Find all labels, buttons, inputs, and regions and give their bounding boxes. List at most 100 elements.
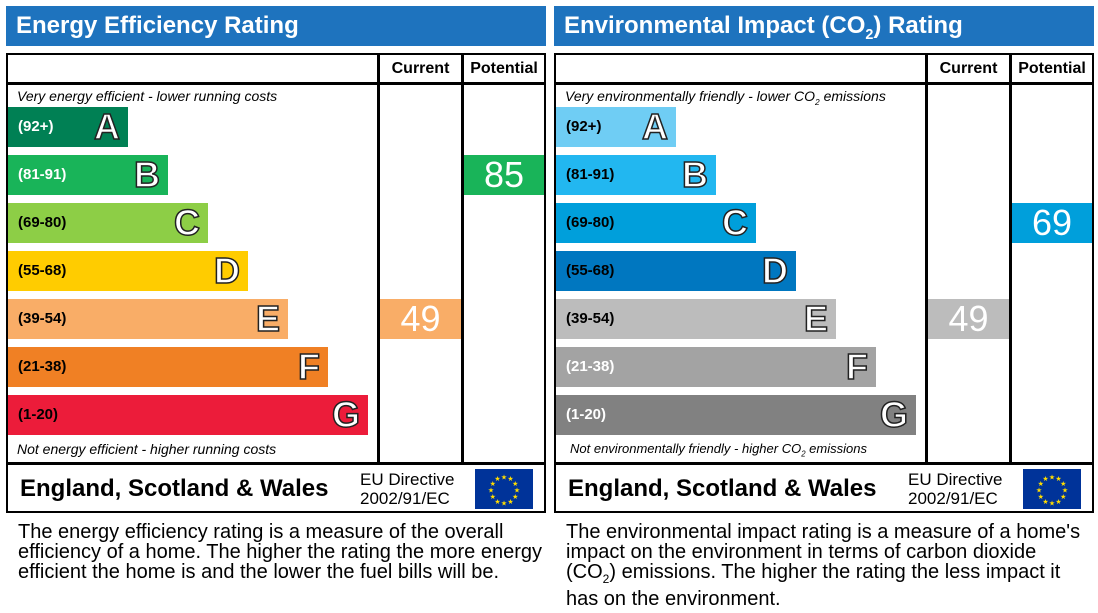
svg-text:★: ★ (1049, 474, 1055, 482)
band-g: (1-20) G (556, 393, 916, 436)
rating-table: Current Potential Very environmentally f… (554, 53, 1094, 513)
column-header-potential: Potential (1018, 60, 1086, 77)
band-b: (81-91) B (8, 153, 168, 196)
eu-flag-icon: ★ ★★★★★★★★★★★ (475, 469, 533, 509)
svg-text:★: ★ (1038, 480, 1044, 488)
band-letter: F (297, 345, 321, 388)
band-range: (92+) (18, 118, 54, 135)
top-note: Very environmentally friendly - lower CO… (565, 88, 886, 107)
band-letter: D (213, 249, 241, 292)
band-range: (1-20) (566, 406, 607, 423)
svg-text:★: ★ (1038, 493, 1044, 501)
potential-rating: 85 (464, 155, 544, 195)
band-letter: E (255, 297, 281, 340)
panel-title: Environmental Impact (CO2) Rating (554, 6, 1094, 46)
band-letter: B (133, 153, 161, 196)
divider (8, 82, 544, 85)
directive-line: 2002/91/EC (908, 489, 998, 508)
divider (461, 55, 464, 464)
environmental-impact-panel: Environmental Impact (CO2) Rating Curren… (554, 0, 1094, 613)
bottom-note: Not environmentally friendly - higher CO… (570, 441, 867, 459)
region-label: England, Scotland & Wales (568, 475, 877, 502)
divider (556, 462, 1092, 465)
eu-directive: EU Directive 2002/91/EC (360, 470, 454, 508)
directive-line: EU Directive (908, 470, 1003, 489)
band-a: (92+) A (556, 105, 676, 148)
band-f: (21-38) F (8, 345, 328, 388)
region-label: England, Scotland & Wales (20, 475, 329, 502)
svg-text:★: ★ (490, 493, 496, 501)
band-range: (69-80) (566, 214, 615, 231)
divider (377, 55, 380, 464)
band-range: (39-54) (566, 310, 615, 327)
band-g: (1-20) G (8, 393, 368, 436)
svg-text:★: ★ (1060, 493, 1066, 501)
svg-text:★: ★ (501, 474, 507, 482)
band-a: (92+) A (8, 105, 128, 148)
band-range: (1-20) (18, 406, 59, 423)
band-letter: G (879, 393, 909, 436)
band-range: (81-91) (18, 166, 67, 183)
band-letter: C (173, 201, 201, 244)
eu-directive: EU Directive 2002/91/EC (908, 470, 1002, 508)
band-letter: F (845, 345, 869, 388)
band-letter: A (641, 105, 669, 148)
current-rating: 49 (928, 299, 1009, 339)
panel-title: Energy Efficiency Rating (6, 6, 546, 46)
divider (1009, 55, 1012, 464)
svg-text:★: ★ (501, 500, 507, 508)
band-range: (81-91) (566, 166, 615, 183)
svg-text:★: ★ (488, 487, 494, 495)
svg-text:★: ★ (1055, 475, 1061, 483)
svg-text:★: ★ (507, 498, 513, 506)
column-header-potential: Potential (470, 60, 538, 77)
svg-text:★: ★ (1036, 487, 1042, 495)
directive-line: EU Directive (360, 470, 455, 489)
bottom-note: Not energy efficient - higher running co… (17, 441, 277, 457)
band-range: (92+) (566, 118, 602, 135)
band-letter: D (761, 249, 789, 292)
band-e: (39-54) E (8, 297, 288, 340)
potential-rating: 69 (1012, 203, 1092, 243)
band-letter: C (721, 201, 749, 244)
band-letter: G (331, 393, 361, 436)
svg-text:★: ★ (1060, 480, 1066, 488)
svg-text:★: ★ (494, 475, 500, 483)
svg-text:★: ★ (490, 480, 496, 488)
band-range: (39-54) (18, 310, 67, 327)
description: The environmental impact rating is a mea… (566, 521, 1081, 610)
band-f: (21-38) F (556, 345, 876, 388)
band-range: (55-68) (566, 262, 615, 279)
band-letter: E (803, 297, 829, 340)
svg-text:★: ★ (1055, 498, 1061, 506)
band-letter: B (681, 153, 709, 196)
band-range: (21-38) (18, 358, 67, 375)
svg-text:★: ★ (494, 498, 500, 506)
band-d: (55-68) D (8, 249, 248, 292)
top-note: Very energy efficient - lower running co… (17, 88, 278, 104)
eu-flag-icon: ★ ★★★★★★★★★★★ (1023, 469, 1081, 509)
svg-text:★: ★ (1042, 475, 1048, 483)
directive-line: 2002/91/EC (360, 489, 450, 508)
divider (556, 82, 1092, 85)
svg-text:★: ★ (1042, 498, 1048, 506)
rating-table: Current Potential Very energy efficient … (6, 53, 546, 513)
svg-text:★: ★ (512, 493, 518, 501)
band-c: (69-80) C (556, 201, 756, 244)
svg-text:★: ★ (512, 480, 518, 488)
divider (8, 462, 544, 465)
column-header-current: Current (939, 60, 998, 77)
description: The energy efficiency rating is a measur… (18, 521, 543, 583)
svg-text:★: ★ (507, 475, 513, 483)
band-range: (69-80) (18, 214, 67, 231)
band-range: (21-38) (566, 358, 615, 375)
band-c: (69-80) C (8, 201, 208, 244)
band-range: (55-68) (18, 262, 67, 279)
svg-text:★: ★ (514, 487, 520, 495)
band-b: (81-91) B (556, 153, 716, 196)
svg-text:★: ★ (1062, 487, 1068, 495)
column-header-current: Current (391, 60, 450, 77)
svg-text:★: ★ (1049, 500, 1055, 508)
band-d: (55-68) D (556, 249, 796, 292)
band-letter: A (93, 105, 121, 148)
